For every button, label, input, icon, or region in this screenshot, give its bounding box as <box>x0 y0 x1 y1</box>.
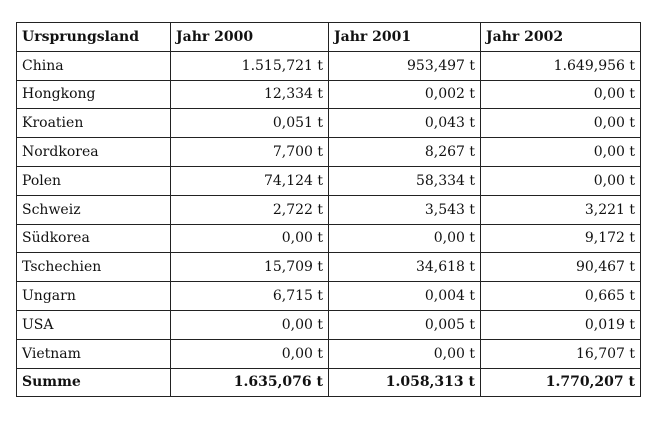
value-cell: 58,334 t <box>328 165 481 196</box>
table-row: Hongkong 12,334 t 0,002 t 0,00 t <box>16 79 641 110</box>
value-cell: 0,00 t <box>328 223 481 254</box>
header-year-2001: Jahr 2001 <box>328 22 481 52</box>
value-cell: 90,467 t <box>480 252 641 283</box>
table-row: Kroatien 0,051 t 0,043 t 0,00 t <box>16 108 641 139</box>
value-cell: 0,00 t <box>480 108 641 139</box>
value-cell: 34,618 t <box>328 252 481 283</box>
country-cell: USA <box>16 309 171 340</box>
value-cell: 3,543 t <box>328 194 481 225</box>
table-row: Tschechien 15,709 t 34,618 t 90,467 t <box>16 252 641 283</box>
country-cell: Tschechien <box>16 252 171 283</box>
value-cell: 1.649,956 t <box>480 50 641 81</box>
country-cell: Ungarn <box>16 281 171 311</box>
table-row: Vietnam 0,00 t 0,00 t 16,707 t <box>16 338 641 369</box>
value-cell: 0,00 t <box>480 79 641 110</box>
value-cell: 15,709 t <box>170 252 329 283</box>
total-2000: 1.635,076 t <box>170 367 329 398</box>
table-row: Nordkorea 7,700 t 8,267 t 0,00 t <box>16 137 641 167</box>
total-row: Summe 1.635,076 t 1.058,313 t 1.770,207 … <box>16 367 641 398</box>
value-cell: 953,497 t <box>328 50 481 81</box>
value-cell: 1.515,721 t <box>170 50 329 81</box>
value-cell: 0,005 t <box>328 309 481 340</box>
value-cell: 0,00 t <box>328 338 481 369</box>
country-cell: Schweiz <box>16 194 171 225</box>
total-2002: 1.770,207 t <box>480 367 641 398</box>
value-cell: 0,00 t <box>170 223 329 254</box>
table-row: Schweiz 2,722 t 3,543 t 3,221 t <box>16 194 641 225</box>
value-cell: 6,715 t <box>170 281 329 311</box>
country-cell: Vietnam <box>16 338 171 369</box>
value-cell: 9,172 t <box>480 223 641 254</box>
table-row: China 1.515,721 t 953,497 t 1.649,956 t <box>16 50 641 81</box>
value-cell: 0,002 t <box>328 79 481 110</box>
header-row: Ursprungsland Jahr 2000 Jahr 2001 Jahr 2… <box>16 22 641 52</box>
value-cell: 7,700 t <box>170 137 329 167</box>
header-country: Ursprungsland <box>16 22 171 52</box>
value-cell: 12,334 t <box>170 79 329 110</box>
country-cell: Südkorea <box>16 223 171 254</box>
header-year-2000: Jahr 2000 <box>170 22 329 52</box>
country-cell: Kroatien <box>16 108 171 139</box>
header-year-2002: Jahr 2002 <box>480 22 641 52</box>
origin-country-table: Ursprungsland Jahr 2000 Jahr 2001 Jahr 2… <box>16 22 641 398</box>
value-cell: 0,665 t <box>480 281 641 311</box>
total-2001: 1.058,313 t <box>328 367 481 398</box>
value-cell: 0,051 t <box>170 108 329 139</box>
value-cell: 0,00 t <box>170 309 329 340</box>
country-cell: Nordkorea <box>16 137 171 167</box>
table-row: Südkorea 0,00 t 0,00 t 9,172 t <box>16 223 641 254</box>
value-cell: 0,00 t <box>480 165 641 196</box>
value-cell: 16,707 t <box>480 338 641 369</box>
country-cell: Polen <box>16 165 171 196</box>
value-cell: 8,267 t <box>328 137 481 167</box>
total-label: Summe <box>16 367 171 398</box>
table-row: USA 0,00 t 0,005 t 0,019 t <box>16 309 641 340</box>
value-cell: 0,00 t <box>480 137 641 167</box>
table-row: Ungarn 6,715 t 0,004 t 0,665 t <box>16 281 641 311</box>
country-cell: Hongkong <box>16 79 171 110</box>
value-cell: 3,221 t <box>480 194 641 225</box>
value-cell: 0,004 t <box>328 281 481 311</box>
country-cell: China <box>16 50 171 81</box>
value-cell: 2,722 t <box>170 194 329 225</box>
value-cell: 74,124 t <box>170 165 329 196</box>
value-cell: 0,00 t <box>170 338 329 369</box>
value-cell: 0,019 t <box>480 309 641 340</box>
value-cell: 0,043 t <box>328 108 481 139</box>
table-row: Polen 74,124 t 58,334 t 0,00 t <box>16 165 641 196</box>
